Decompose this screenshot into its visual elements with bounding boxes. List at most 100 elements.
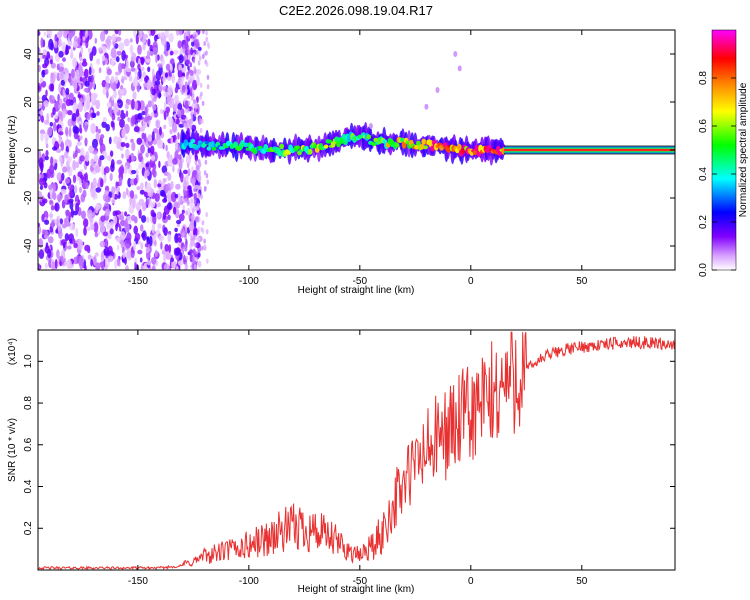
noise-speckle: [203, 186, 207, 192]
noise-speckle: [90, 258, 93, 267]
noise-speckle: [185, 210, 188, 216]
noise-speckle: [193, 66, 196, 71]
noise-speckle: [161, 249, 166, 255]
noise-speckle: [189, 154, 192, 160]
noise-speckle: [153, 178, 157, 189]
noise-speckle: [72, 57, 78, 68]
noise-speckle: [104, 246, 110, 257]
noise-speckle: [203, 244, 207, 250]
noise-speckle: [175, 183, 181, 190]
noise-speckle: [158, 160, 161, 168]
noise-speckle: [59, 218, 63, 225]
noise-speckle: [48, 236, 54, 244]
noise-speckle: [137, 112, 143, 120]
noise-speckle: [176, 201, 180, 209]
noise-speckle: [158, 235, 164, 242]
noise-speckle: [178, 30, 183, 36]
noise-speckle: [191, 37, 194, 43]
noise-speckle: [116, 50, 122, 56]
noise-speckle: [86, 226, 91, 232]
ridge-core: [327, 139, 332, 144]
noise-speckle: [193, 34, 197, 40]
noise-speckle: [168, 244, 172, 253]
noise-speckle: [182, 246, 185, 252]
noise-speckle: [65, 87, 70, 95]
noise-speckle: [61, 199, 66, 209]
noise-speckle: [64, 194, 68, 204]
noise-speckle: [131, 156, 136, 161]
noise-speckle: [154, 249, 158, 257]
noise-speckle: [174, 94, 179, 103]
noise-speckle: [151, 223, 155, 234]
noise-speckle: [167, 157, 173, 167]
noise-speckle: [87, 209, 93, 220]
noise-speckle: [119, 118, 125, 128]
noise-speckle: [143, 191, 148, 198]
noise-speckle: [176, 219, 182, 225]
noise-speckle: [190, 235, 193, 241]
noise-speckle: [193, 264, 197, 270]
noise-speckle: [58, 229, 63, 239]
noise-speckle: [163, 263, 170, 270]
noise-speckle: [38, 30, 41, 37]
noise-speckle: [40, 37, 44, 48]
noise-speckle: [79, 135, 83, 140]
noise-speckle: [192, 227, 198, 237]
noise-speckle: [160, 108, 163, 115]
noise-speckle: [177, 40, 183, 49]
noise-speckle: [205, 36, 208, 42]
noise-speckle: [160, 31, 166, 39]
noise-speckle: [116, 159, 123, 165]
noise-speckle: [139, 189, 145, 195]
noise-speckle: [118, 166, 125, 176]
noise-speckle: [60, 141, 65, 152]
noise-speckle: [54, 114, 58, 120]
noise-speckle: [192, 248, 196, 257]
noise-speckle: [38, 238, 44, 249]
noise-speckle: [154, 80, 161, 86]
noise-speckle: [118, 30, 122, 36]
noise-speckle: [108, 106, 113, 117]
y-tick-label: 40: [23, 48, 34, 60]
noise-speckle: [69, 238, 73, 244]
noise-speckle: [84, 137, 88, 147]
stray-feature: [435, 87, 440, 93]
noise-speckle: [132, 91, 137, 100]
noise-speckle: [186, 163, 190, 168]
noise-speckle: [179, 47, 183, 55]
noise-speckle: [134, 75, 138, 81]
noise-speckle: [44, 231, 49, 237]
noise-speckle: [137, 249, 143, 255]
noise-speckle: [192, 58, 196, 64]
noise-speckle: [194, 103, 197, 109]
noise-speckle: [134, 262, 137, 268]
noise-speckle: [84, 30, 89, 39]
noise-speckle: [67, 184, 74, 191]
noise-speckle: [150, 112, 155, 118]
noise-speckle: [122, 191, 127, 200]
noise-speckle: [125, 142, 130, 148]
noise-speckle: [83, 218, 89, 228]
noise-speckle: [164, 30, 169, 39]
noise-speckle: [92, 177, 97, 189]
noise-speckle: [132, 197, 136, 209]
noise-speckle: [108, 136, 112, 145]
noise-speckle: [39, 77, 44, 83]
noise-speckle: [38, 157, 44, 169]
noise-speckle: [134, 232, 141, 241]
ridge-core: [314, 147, 320, 153]
noise-speckle: [185, 174, 189, 182]
noise-speckle: [88, 66, 92, 76]
noise-speckle: [50, 205, 55, 211]
noise-speckle: [92, 138, 98, 149]
noise-speckle: [125, 103, 129, 110]
noise-speckle: [56, 249, 60, 259]
noise-speckle: [170, 191, 177, 203]
noise-speckle: [188, 80, 191, 86]
noise-speckle: [60, 239, 67, 246]
noise-speckle: [147, 147, 151, 154]
noise-speckle: [166, 95, 172, 106]
noise-speckle: [47, 248, 52, 259]
noise-speckle: [121, 75, 125, 85]
